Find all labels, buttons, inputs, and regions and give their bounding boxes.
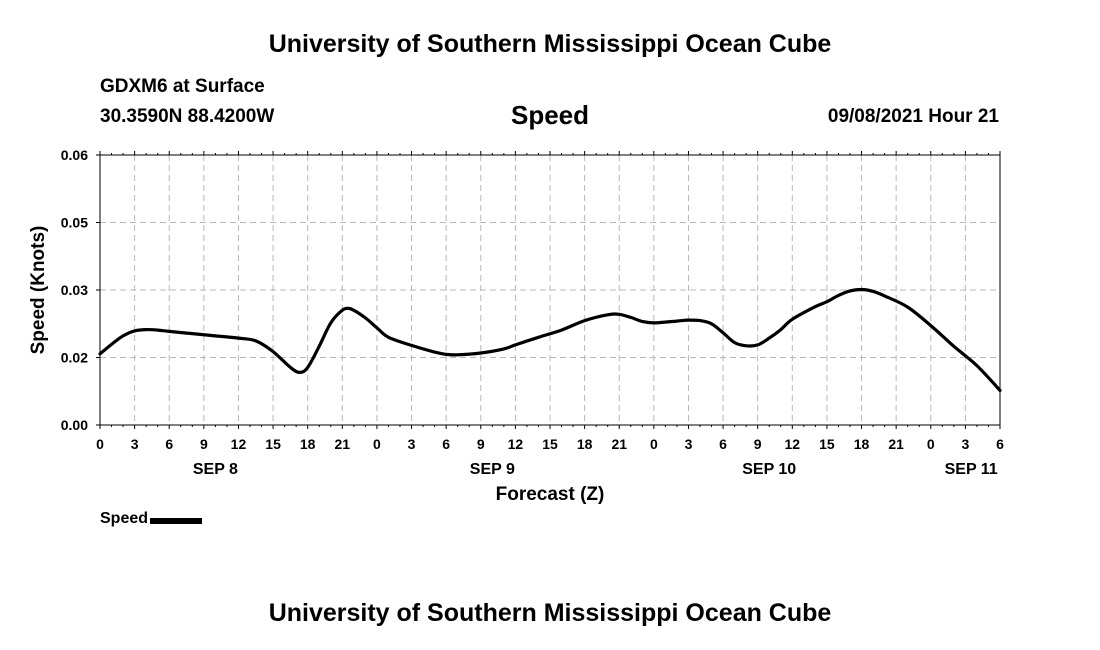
datetime-label: 09/08/2021 Hour 21 <box>827 106 999 127</box>
date-labels: SEP 8 SEP 9 SEP 10 SEP 11 <box>193 461 998 478</box>
x-tick-label: 21 <box>611 436 627 452</box>
x-tick-label: 0 <box>96 436 104 452</box>
x-tick-label: 9 <box>754 436 762 452</box>
y-tick-label: 0.05 <box>61 215 88 231</box>
date-label: SEP 11 <box>945 461 998 478</box>
x-tick-label: 18 <box>577 436 593 452</box>
x-tick-label: 6 <box>442 436 450 452</box>
x-tick-label: 6 <box>165 436 173 452</box>
y-tick-label: 0.00 <box>61 417 88 433</box>
coordinates-label: 30.3590N 88.4200W <box>100 106 275 127</box>
y-tick-label: 0.02 <box>61 350 88 366</box>
x-tick-label: 12 <box>785 436 801 452</box>
axis-ticks <box>96 151 1001 429</box>
x-tick-label: 18 <box>854 436 870 452</box>
x-tick-label: 3 <box>131 436 139 452</box>
date-label: SEP 9 <box>470 461 515 478</box>
x-tick-label: 9 <box>477 436 485 452</box>
speed-series-line <box>98 287 1002 392</box>
y-tick-labels: 0.00 0.02 0.03 0.05 0.06 <box>61 147 88 433</box>
x-axis-title: Forecast (Z) <box>496 484 605 505</box>
x-tick-label: 9 <box>200 436 208 452</box>
y-axis-title: Speed (Knots) <box>28 226 49 355</box>
legend-swatch <box>150 518 203 524</box>
x-tick-label: 0 <box>927 436 935 452</box>
x-tick-label: 21 <box>888 436 904 452</box>
chart-variable-title: Speed <box>510 100 590 130</box>
x-tick-label: 15 <box>819 436 835 452</box>
x-tick-label: 0 <box>650 436 658 452</box>
x-tick-label: 12 <box>508 436 524 452</box>
y-tick-label: 0.03 <box>61 282 88 298</box>
x-tick-label: 12 <box>231 436 247 452</box>
x-tick-label: 3 <box>685 436 693 452</box>
station-label: GDXM6 at Surface <box>100 76 265 97</box>
x-tick-labels: 0 3 6 9 12 15 18 21 0 3 6 9 12 15 18 21 0 3 6 9 12 15 18 21 0 3 6 <box>96 436 1004 452</box>
x-tick-label: 15 <box>265 436 281 452</box>
date-label: SEP 8 <box>193 461 238 478</box>
x-tick-label: 3 <box>408 436 416 452</box>
y-tick-label: 0.06 <box>61 147 88 163</box>
legend-label: Speed <box>100 510 149 527</box>
x-tick-label: 21 <box>335 436 351 452</box>
date-label: SEP 10 <box>742 461 796 478</box>
x-tick-label: 6 <box>719 436 727 452</box>
chart-bottom-title: University of Southern Mississippi Ocean… <box>268 599 832 627</box>
legend: Speed <box>100 510 203 528</box>
x-tick-label: 0 <box>373 436 381 452</box>
chart-top-title: University of Southern Mississippi Ocean… <box>268 30 832 58</box>
x-tick-label: 18 <box>300 436 316 452</box>
x-tick-label: 3 <box>961 436 969 452</box>
x-tick-label: 6 <box>996 436 1004 452</box>
x-tick-label: 15 <box>542 436 558 452</box>
